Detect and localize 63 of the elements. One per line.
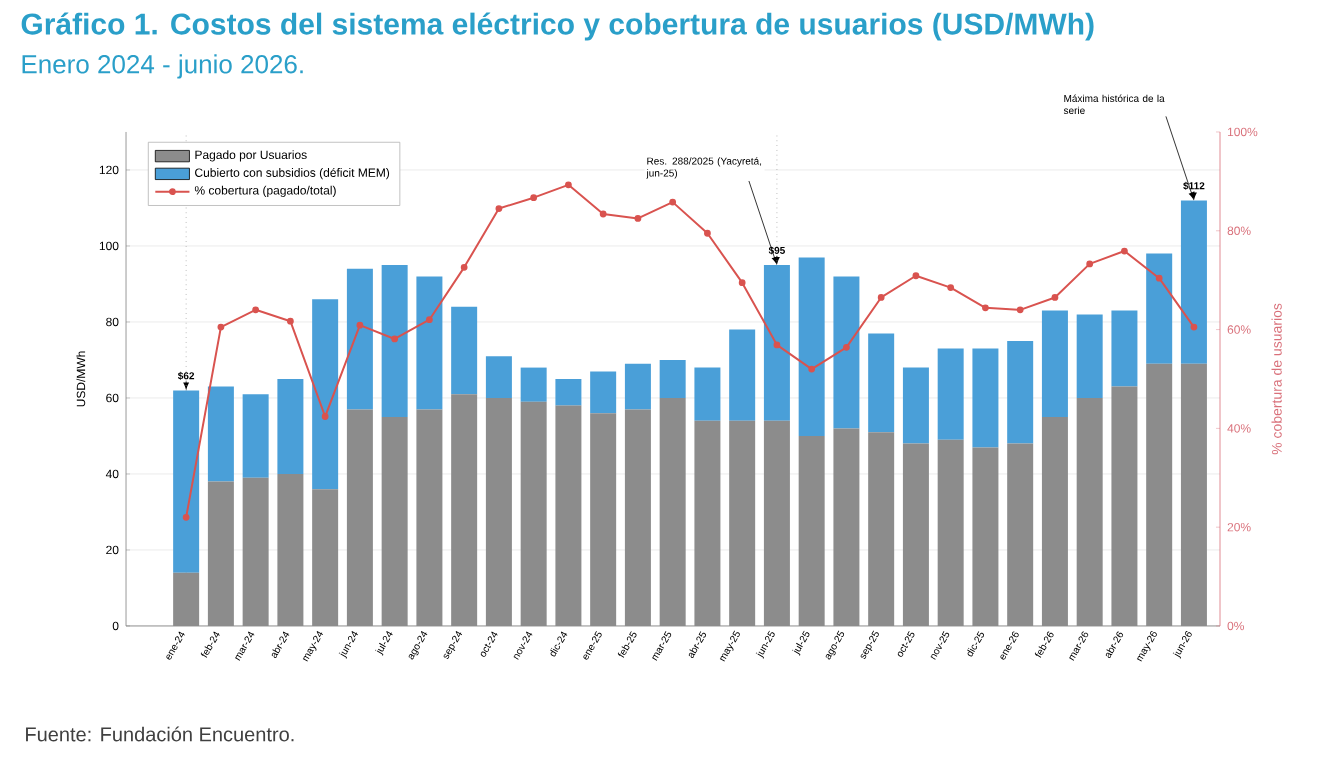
bar <box>312 299 339 490</box>
source-note: Fuente: Fundación Encuentro. <box>26 726 294 742</box>
point <box>1016 306 1024 314</box>
point <box>1121 247 1128 255</box>
point <box>1190 323 1198 331</box>
bar <box>659 359 686 398</box>
bar <box>485 356 512 398</box>
point <box>738 279 746 287</box>
point <box>704 229 711 237</box>
point <box>808 365 816 373</box>
point <box>391 335 399 343</box>
point <box>565 181 572 189</box>
bar <box>277 378 304 474</box>
point <box>669 198 677 206</box>
bar <box>381 264 408 417</box>
point <box>982 304 989 312</box>
chart-subtitle: Enero 2024 - junio 2026. <box>22 54 303 79</box>
bar <box>173 390 200 573</box>
point <box>426 316 433 324</box>
point <box>1086 260 1094 268</box>
bar <box>1180 200 1207 364</box>
bar <box>590 371 617 414</box>
point <box>947 284 955 291</box>
bar <box>972 348 999 448</box>
bar <box>833 276 860 429</box>
point <box>460 263 468 271</box>
point <box>599 210 607 218</box>
point <box>252 306 260 314</box>
bar <box>1007 340 1034 444</box>
point <box>912 272 920 280</box>
point <box>634 215 642 222</box>
point <box>1155 274 1163 282</box>
bar <box>416 276 443 410</box>
bar <box>1041 310 1068 417</box>
bar <box>763 264 790 421</box>
point <box>182 513 190 521</box>
bar <box>694 367 721 421</box>
bar <box>798 257 825 436</box>
bar <box>451 306 478 395</box>
bar <box>868 333 895 433</box>
chart-title: Gráfico 1. Costos del sistema eléctrico y cobertura de usuarios (USD/MWh) <box>21 12 1094 41</box>
bar <box>902 367 929 444</box>
point <box>287 317 294 325</box>
bar <box>520 367 547 402</box>
point <box>321 413 329 420</box>
point <box>217 323 225 331</box>
point <box>773 341 781 349</box>
point <box>1051 294 1059 301</box>
point <box>843 343 850 351</box>
bar <box>242 394 269 478</box>
bar <box>1111 310 1138 387</box>
bar <box>729 329 756 421</box>
point <box>356 321 364 329</box>
bar <box>937 348 964 440</box>
point <box>877 294 885 301</box>
bar <box>624 363 651 410</box>
bar <box>346 268 373 410</box>
point <box>530 194 538 202</box>
bar <box>555 378 582 406</box>
point <box>495 205 503 212</box>
bar <box>207 386 234 482</box>
bar <box>1076 314 1103 398</box>
bar <box>1146 253 1173 364</box>
